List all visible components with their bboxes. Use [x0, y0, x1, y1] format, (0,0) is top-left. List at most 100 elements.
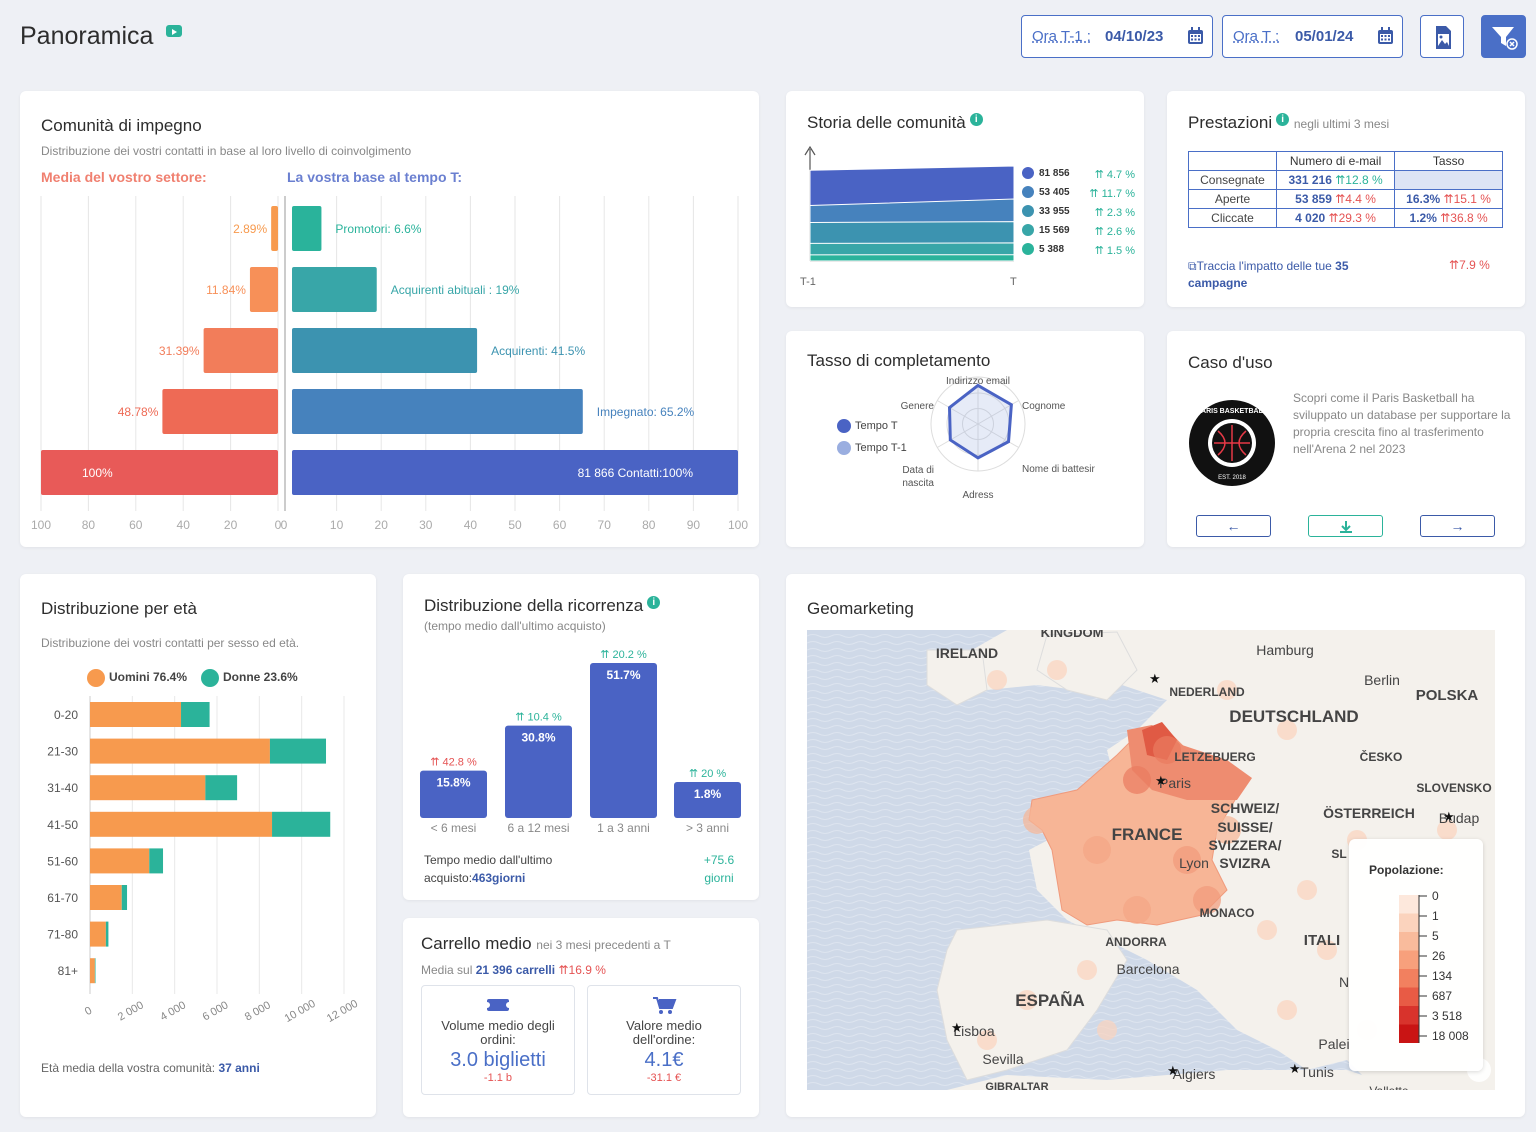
- x-tick-label: 2 000: [116, 999, 146, 1023]
- map-label: ANDORRA: [1105, 935, 1167, 949]
- info-icon[interactable]: i: [969, 113, 983, 126]
- recurrence-subtitle: (tempo medio dall'ultimo acquisto): [424, 619, 606, 633]
- radar-spoke: [937, 423, 979, 448]
- age-group-label: 61-70: [47, 891, 78, 905]
- map-label: DEUTSCHLAND: [1229, 707, 1358, 726]
- date-prev-field[interactable]: Ora T-1 : 04/10/23: [1021, 15, 1213, 58]
- history-x-end: T: [1010, 276, 1017, 288]
- radar-axis-label: Nome di battesir: [1022, 464, 1095, 475]
- age-title: Distribuzione per età: [41, 599, 197, 618]
- women-bar: [94, 958, 96, 984]
- calendar-icon[interactable]: [1377, 27, 1394, 50]
- recurrence-bar: [505, 725, 572, 818]
- history-legend-item: 5 388 ⇈ 1.5 %: [1022, 243, 1137, 262]
- info-icon[interactable]: i: [1276, 113, 1290, 126]
- engagement-subtitle: Distribuzione dei vostri contatti in bas…: [41, 144, 412, 158]
- download-icon: [1339, 521, 1352, 534]
- axis-tick-label: 0: [275, 518, 282, 532]
- axis-tick-label: 80: [642, 518, 656, 532]
- legend-value: 26: [1432, 949, 1446, 963]
- base-bar-label: Impegnato: 65.2%: [597, 405, 695, 419]
- history-legend-item: 53 405 ⇈ 11.7 %: [1022, 186, 1137, 205]
- completion-radar: Indirizzo email Cognome Nome di battesir Ad…: [901, 376, 1096, 501]
- industry-bar: [249, 267, 278, 312]
- clear-filter-button[interactable]: [1481, 15, 1526, 58]
- col-rate-header: Tasso: [1394, 151, 1503, 171]
- age-chart: 0 2 000 4 000 6 000 8 000 10 000 12 000 0-20 21-…: [47, 696, 360, 1025]
- radar-axis-label: Adress: [962, 490, 993, 501]
- axis-tick-label: 0: [281, 518, 288, 532]
- population-legend: Popolazione: 0 1 5 26 134 687 3 518 18 008: [1349, 839, 1483, 1071]
- completion-card: Tasso di completamento Indirizzo email Co…: [786, 331, 1144, 547]
- capital-star-icon: ★: [1167, 1063, 1179, 1078]
- base-bar: [292, 267, 377, 312]
- map-label: SCHWEIZ/: [1211, 800, 1280, 816]
- axis-tick-label: 100: [31, 518, 51, 532]
- date-curr-field[interactable]: Ora T : 05/01/24: [1222, 15, 1403, 58]
- recurrence-category-label: > 3 anni: [686, 821, 729, 835]
- recurrence-category-label: 6 a 12 mesi: [507, 821, 569, 835]
- age-group-label: 71-80: [47, 928, 78, 942]
- map-label: Vallette: [1369, 1084, 1408, 1090]
- legend-color-step: [1399, 950, 1419, 969]
- radar-axis-label: Cognome: [1022, 401, 1066, 412]
- map-label: FRANCE: [1112, 825, 1183, 844]
- recurrence-footer-delta: +75.6 giorni: [703, 853, 735, 885]
- date-curr-label: Ora T :: [1233, 28, 1280, 45]
- industry-bar-label: 2.89%: [233, 222, 267, 236]
- heat-spot: [1153, 736, 1181, 764]
- video-icon[interactable]: [166, 25, 182, 37]
- women-bar: [105, 921, 109, 947]
- axis-tick-label: 10: [330, 518, 344, 532]
- performance-title: Prestazioni i negli ultimi 3 mesi: [1188, 113, 1390, 132]
- axis-tick-label: 40: [177, 518, 191, 532]
- heat-spot: [1217, 680, 1237, 700]
- table-row: Consegnate 331 216 ⇈12.8 %: [1188, 170, 1503, 190]
- heat-spot: [1297, 880, 1317, 900]
- heat-spot: [1257, 920, 1277, 940]
- calendar-icon[interactable]: [1187, 27, 1204, 50]
- history-area: [809, 254, 1015, 262]
- usecase-prev-button[interactable]: ←: [1196, 515, 1271, 537]
- capital-star-icon: ★: [1149, 671, 1161, 686]
- info-icon[interactable]: i: [647, 596, 661, 609]
- map-label: Budap: [1439, 810, 1480, 826]
- axis-tick-label: 70: [598, 518, 612, 532]
- x-tick-label: 0: [83, 1005, 94, 1018]
- svg-text:PARIS BASKETBALL: PARIS BASKETBALL: [1197, 408, 1268, 415]
- age-group-label: 31-40: [47, 781, 78, 795]
- map-label: ESPAÑA: [1015, 990, 1085, 1010]
- heat-spot: [1193, 886, 1221, 914]
- map-label: ÖSTERREICH: [1323, 805, 1415, 821]
- age-footer: Età media della vostra comunità: 37 anni: [41, 1061, 260, 1075]
- women-bar: [121, 885, 128, 910]
- recurrence-delta-label: ⇈ 20.2 %: [600, 649, 647, 661]
- men-bar: [90, 738, 270, 764]
- uk-landmass: [1036, 631, 1138, 701]
- map-label: SVIZRA: [1219, 855, 1270, 871]
- base-bar-label: Acquirenti: 41.5%: [491, 344, 585, 358]
- industry-bar-label: 11.84%: [206, 283, 246, 297]
- radar-axis-label: Indirizzo email: [946, 376, 1010, 387]
- paris-basketball-logo: PARIS BASKETBALL EST. 2018: [1189, 400, 1275, 486]
- axis-tick-label: 60: [553, 518, 567, 532]
- heat-spot: [1123, 896, 1151, 924]
- legend-color-step: [1399, 932, 1419, 951]
- recurrence-delta-label: ⇈ 42.8 %: [430, 757, 477, 769]
- base-bar: [292, 328, 478, 373]
- track-campaigns-link[interactable]: ⧉Traccia l'impatto delle tue 35 campagne: [1188, 259, 1349, 290]
- usecase-next-button[interactable]: →: [1420, 515, 1495, 537]
- capital-star-icon: ★: [951, 1020, 963, 1035]
- usecase-download-button[interactable]: [1308, 515, 1383, 537]
- order-value-box: Valore medio dell'ordine: 4.1€ -31.1 €: [587, 985, 741, 1095]
- map-label: ČESKO: [1360, 749, 1403, 764]
- recurrence-category-label: 1 a 3 anni: [597, 821, 650, 835]
- export-image-button[interactable]: [1420, 15, 1464, 58]
- y-axis-arrow: [804, 145, 816, 156]
- legend-title: Popolazione:: [1369, 863, 1444, 877]
- map-label: Lisboa: [953, 1023, 994, 1039]
- map-label: LETZEBUERG: [1174, 750, 1255, 764]
- axis-tick-label: 90: [687, 518, 701, 532]
- radar-axis-label: Genere: [901, 401, 935, 412]
- map-label: KINGDOM: [1041, 630, 1104, 640]
